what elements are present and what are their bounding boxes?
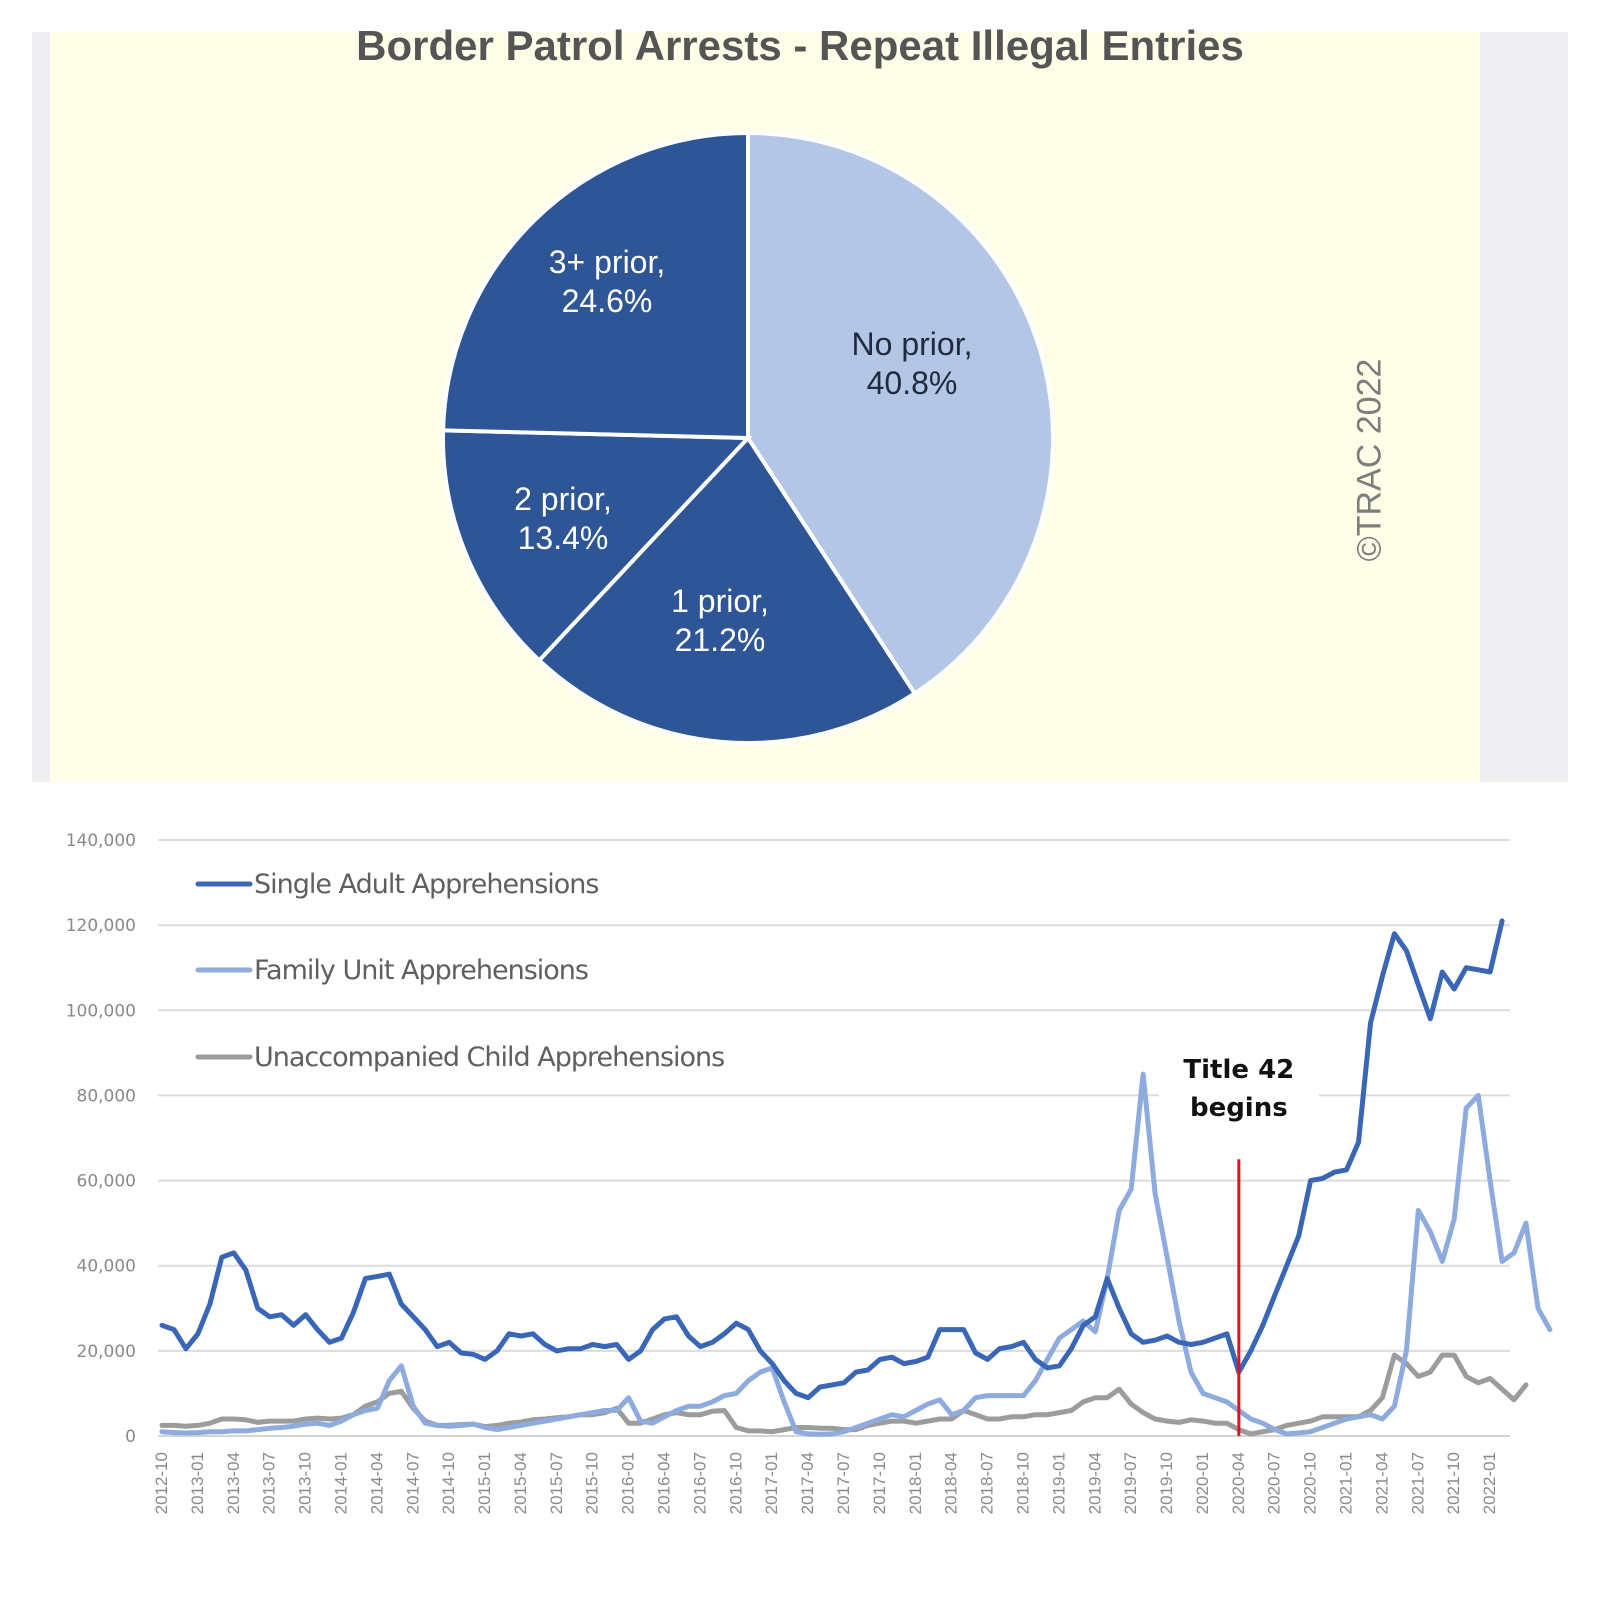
pie-slices <box>441 130 1055 745</box>
annotation-background <box>1158 1075 1319 1155</box>
x-tick-label: 2014-07 <box>403 1452 422 1514</box>
x-tick-label: 2014-10 <box>439 1452 458 1514</box>
title-42-annotation: Title 42 begins <box>1158 1055 1319 1436</box>
legend-label: Family Unit Apprehensions <box>254 955 588 986</box>
annotation-text: begins <box>1190 1093 1288 1123</box>
x-tick-label: 2014-04 <box>367 1452 386 1514</box>
pie-label-name: No prior, <box>852 326 973 362</box>
pie-label-value: 21.2% <box>675 622 766 658</box>
x-tick-label: 2015-10 <box>583 1452 602 1514</box>
pie-label-value: 13.4% <box>518 520 609 556</box>
x-tick-label: 2015-07 <box>547 1452 566 1514</box>
x-tick-label: 2017-10 <box>870 1452 889 1514</box>
x-tick-label: 2013-10 <box>296 1452 315 1514</box>
x-tick-label: 2014-01 <box>331 1452 350 1514</box>
legend-label: Unaccompanied Child Apprehensions <box>254 1042 724 1073</box>
pie-label-name: 1 prior, <box>671 583 769 619</box>
pie-label-value: 24.6% <box>562 283 653 319</box>
x-tick-label: 2018-04 <box>942 1452 961 1514</box>
x-tick-label: 2020-04 <box>1229 1452 1248 1514</box>
x-tick-label: 2019-07 <box>1121 1452 1140 1514</box>
x-tick-label: 2021-10 <box>1444 1452 1463 1514</box>
y-tick-label: 140,000 <box>66 831 136 851</box>
pie-label-value: 40.8% <box>867 365 958 401</box>
x-tick-label: 2019-01 <box>1049 1452 1068 1514</box>
x-tick-label: 2020-10 <box>1301 1452 1320 1514</box>
pie-chart-title: Border Patrol Arrests - Repeat Illegal E… <box>356 22 1244 69</box>
x-tick-label: 2021-04 <box>1372 1452 1391 1514</box>
series-line-family-unit-apprehensions <box>159 1071 1553 1437</box>
x-tick-label: 2018-10 <box>1013 1452 1032 1514</box>
y-tick-label: 60,000 <box>77 1172 136 1192</box>
x-tick-label: 2022-01 <box>1480 1452 1499 1514</box>
x-tick-label: 2015-04 <box>511 1452 530 1514</box>
x-tick-label: 2018-07 <box>978 1452 997 1514</box>
y-tick-label: 80,000 <box>77 1086 136 1106</box>
legend-label: Single Adult Apprehensions <box>254 869 598 900</box>
y-axis-ticks: 0 20,000 40,000 60,000 80,000 100,000 120,000 1… <box>66 831 136 1447</box>
x-tick-label: 2015-01 <box>475 1452 494 1514</box>
x-tick-label: 2021-07 <box>1408 1452 1427 1514</box>
x-tick-label: 2019-04 <box>1085 1452 1104 1514</box>
legend: Single Adult Apprehensions Family Unit Ap… <box>158 864 758 1077</box>
x-tick-label: 2016-10 <box>726 1452 745 1514</box>
x-tick-label: 2016-01 <box>619 1452 638 1514</box>
x-tick-label: 2017-01 <box>762 1452 781 1514</box>
x-axis-ticks: 2012-10 2013-01 2013-04 2013-07 2013-10 2014-… <box>152 1452 1499 1514</box>
x-tick-label: 2019-10 <box>1157 1452 1176 1514</box>
x-tick-label: 2013-01 <box>188 1452 207 1514</box>
legend-background <box>158 1037 758 1077</box>
pie-label-name: 2 prior, <box>514 481 612 517</box>
x-tick-label: 2018-01 <box>906 1452 925 1514</box>
y-tick-label: 100,000 <box>66 1001 136 1021</box>
x-tick-label: 2012-10 <box>152 1452 171 1514</box>
x-tick-label: 2021-01 <box>1337 1452 1356 1514</box>
pie-labels: No prior,40.8% 1 prior,21.2% 2 prior,13.4%… <box>514 244 972 658</box>
pie-slice-3-prior <box>441 130 750 441</box>
y-tick-label: 120,000 <box>66 916 136 936</box>
series-line-single-adult-apprehensions <box>159 918 1505 1401</box>
x-tick-label: 2013-04 <box>224 1452 243 1514</box>
x-tick-label: 2016-04 <box>655 1452 674 1514</box>
x-tick-label: 2020-07 <box>1265 1452 1284 1514</box>
x-tick-label: 2017-04 <box>798 1452 817 1514</box>
pie-chart: No prior,40.8% 1 prior,21.2% 2 prior,13.4%… <box>441 130 1055 745</box>
x-tick-label: 2016-07 <box>690 1452 709 1514</box>
pie-slice-2-prior <box>441 428 753 664</box>
pie-label-name: 3+ prior, <box>549 244 666 280</box>
x-tick-label: 2020-01 <box>1193 1452 1212 1514</box>
series-lines <box>159 918 1553 1437</box>
series-line-unaccompanied-child-apprehensions <box>159 1352 1529 1437</box>
y-tick-label: 20,000 <box>77 1342 136 1362</box>
y-tick-label: 0 <box>125 1427 136 1447</box>
y-tick-label: 40,000 <box>77 1257 136 1277</box>
x-tick-label: 2013-07 <box>260 1452 279 1514</box>
pie-slice-1-prior <box>536 434 918 745</box>
x-tick-label: 2017-07 <box>834 1452 853 1514</box>
annotation-text: Title 42 <box>1183 1055 1294 1085</box>
